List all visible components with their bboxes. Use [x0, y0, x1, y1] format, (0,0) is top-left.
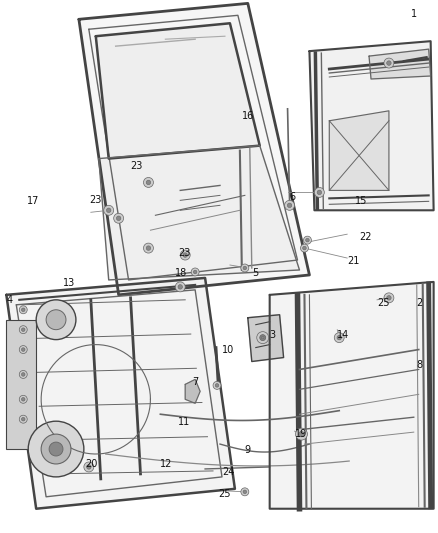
Circle shape	[215, 384, 219, 387]
Text: 21: 21	[347, 256, 360, 266]
Text: 12: 12	[160, 459, 173, 469]
Circle shape	[334, 333, 344, 343]
Text: 10: 10	[222, 345, 234, 354]
Circle shape	[180, 250, 190, 260]
Circle shape	[21, 348, 25, 351]
Text: 5: 5	[252, 268, 258, 278]
Text: 16: 16	[242, 111, 254, 121]
Circle shape	[285, 200, 294, 211]
Polygon shape	[270, 282, 434, 508]
Text: 23: 23	[131, 160, 143, 171]
Circle shape	[146, 246, 151, 251]
Circle shape	[21, 308, 25, 312]
Circle shape	[19, 395, 27, 403]
Circle shape	[243, 266, 247, 270]
Circle shape	[19, 345, 27, 353]
Circle shape	[46, 310, 66, 330]
Text: 14: 14	[337, 330, 350, 340]
Circle shape	[317, 190, 321, 195]
Circle shape	[384, 293, 394, 303]
Circle shape	[304, 236, 311, 244]
Polygon shape	[185, 379, 200, 403]
Polygon shape	[79, 3, 309, 295]
Circle shape	[337, 335, 342, 340]
Text: 8: 8	[417, 360, 423, 369]
Text: 17: 17	[27, 196, 39, 206]
Circle shape	[19, 415, 27, 423]
Circle shape	[257, 332, 268, 344]
Circle shape	[241, 264, 249, 272]
Text: 7: 7	[192, 377, 198, 387]
Text: 25: 25	[218, 489, 230, 499]
Circle shape	[260, 335, 266, 341]
Polygon shape	[369, 49, 431, 79]
Bar	[7, 320, 36, 449]
Circle shape	[387, 61, 391, 66]
Circle shape	[243, 490, 247, 494]
Circle shape	[178, 285, 183, 289]
Circle shape	[314, 188, 324, 197]
Polygon shape	[329, 111, 389, 190]
Text: 15: 15	[355, 196, 367, 206]
Text: 23: 23	[178, 248, 191, 258]
Circle shape	[84, 462, 94, 472]
Circle shape	[191, 268, 199, 276]
Circle shape	[384, 58, 394, 68]
Text: 1: 1	[411, 10, 417, 19]
Circle shape	[241, 488, 249, 496]
Text: 20: 20	[85, 459, 97, 469]
Circle shape	[193, 270, 197, 274]
Circle shape	[213, 382, 221, 389]
Text: 2: 2	[417, 298, 423, 308]
Circle shape	[146, 180, 151, 184]
Circle shape	[49, 442, 63, 456]
Text: 23: 23	[89, 196, 101, 205]
Circle shape	[144, 243, 153, 253]
Text: 24: 24	[222, 467, 234, 477]
Circle shape	[387, 296, 391, 300]
Text: 6: 6	[290, 192, 296, 203]
Circle shape	[260, 335, 265, 340]
Circle shape	[261, 336, 264, 339]
Circle shape	[21, 398, 25, 401]
Polygon shape	[309, 41, 434, 211]
Text: 13: 13	[63, 278, 75, 288]
Circle shape	[19, 326, 27, 334]
Polygon shape	[96, 23, 260, 158]
Text: 18: 18	[175, 268, 187, 278]
Circle shape	[296, 428, 307, 440]
Circle shape	[300, 244, 308, 252]
Circle shape	[21, 417, 25, 421]
Polygon shape	[7, 278, 235, 508]
Circle shape	[114, 213, 124, 223]
Polygon shape	[248, 315, 283, 361]
Text: 22: 22	[359, 232, 371, 242]
Circle shape	[303, 246, 306, 250]
Circle shape	[299, 431, 304, 437]
Circle shape	[41, 434, 71, 464]
Text: 25: 25	[377, 298, 389, 308]
Circle shape	[87, 465, 91, 469]
Circle shape	[36, 300, 76, 340]
Circle shape	[19, 370, 27, 378]
Text: 3: 3	[270, 330, 276, 340]
Text: 11: 11	[178, 417, 191, 427]
Circle shape	[106, 208, 111, 213]
Circle shape	[117, 216, 121, 221]
Text: 9: 9	[245, 445, 251, 455]
Circle shape	[19, 306, 27, 314]
Circle shape	[183, 253, 187, 257]
Circle shape	[144, 177, 153, 188]
Circle shape	[306, 238, 309, 242]
Polygon shape	[99, 146, 300, 280]
Text: 4: 4	[7, 295, 12, 305]
Circle shape	[104, 205, 114, 215]
Circle shape	[28, 421, 84, 477]
Circle shape	[21, 328, 25, 332]
Circle shape	[287, 203, 292, 207]
Text: 19: 19	[294, 429, 307, 439]
Circle shape	[21, 373, 25, 376]
Circle shape	[175, 282, 185, 292]
